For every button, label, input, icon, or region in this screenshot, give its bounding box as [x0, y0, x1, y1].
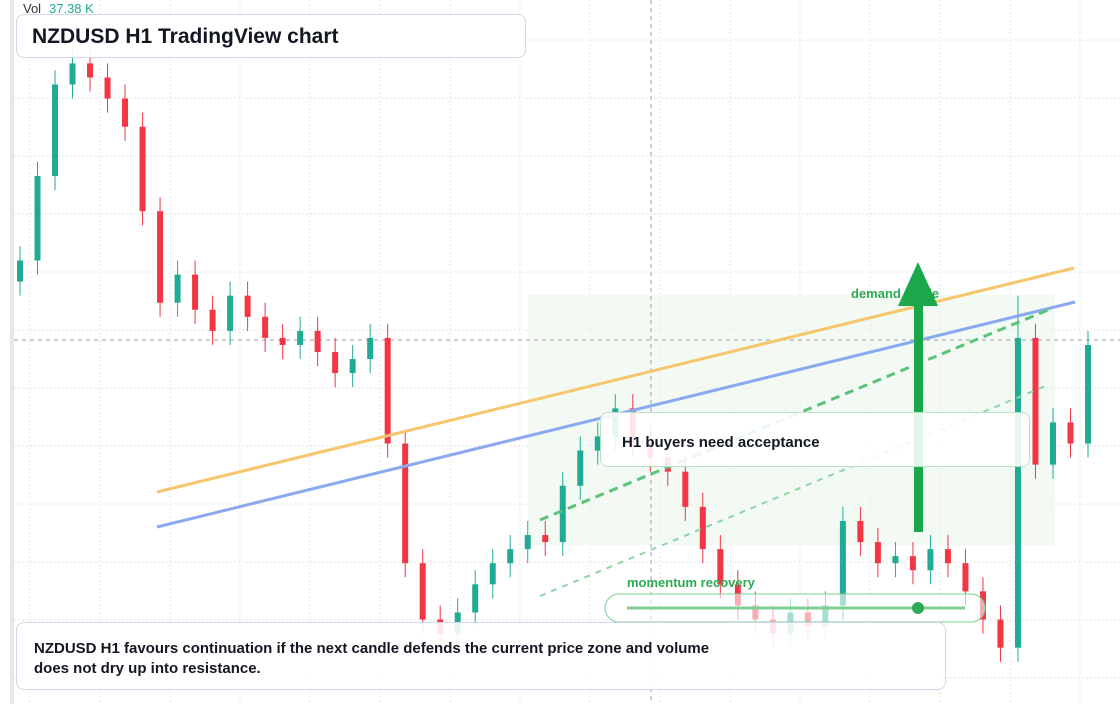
candle-body [507, 549, 514, 564]
candle-body [962, 563, 969, 592]
candle-body [349, 359, 356, 374]
candle-body [419, 563, 426, 620]
title-box: NZDUSD H1 TradingView chart [16, 14, 526, 58]
candle-body [909, 556, 916, 571]
candle-body [1049, 422, 1056, 465]
candle-body [1085, 344, 1091, 444]
candle-body [139, 126, 146, 212]
candle-body [594, 436, 601, 451]
candle-body [577, 450, 584, 486]
footnote-box: NZDUSD H1 favours continuation if the ne… [16, 622, 946, 690]
candle-body [227, 295, 234, 331]
candle-body [367, 337, 374, 360]
candle-body [997, 619, 1004, 648]
candle-body [52, 84, 59, 176]
candle-body [402, 443, 409, 564]
volume-label: Vol [23, 1, 42, 16]
candle-body [192, 274, 199, 310]
candle-body [559, 485, 566, 543]
candle-body [944, 549, 951, 564]
candle-body [17, 260, 23, 282]
candle-body [682, 471, 689, 507]
candle-body [69, 63, 76, 85]
candle-body [122, 98, 129, 127]
candle-body [104, 77, 111, 99]
candle-body [489, 563, 496, 585]
candle-body [209, 309, 216, 331]
annotation-box: H1 buyers need acceptance [600, 412, 1030, 467]
candle-body [314, 330, 321, 352]
annotation-momentum: momentum recovery [627, 575, 756, 590]
candle-body [87, 63, 94, 78]
candle-body [472, 584, 479, 613]
candle-body [244, 295, 251, 317]
candle-body [1032, 337, 1039, 465]
footnote: NZDUSD H1 favours continuation if the ne… [34, 640, 710, 677]
candle-body [279, 337, 286, 345]
candle-body [34, 176, 41, 261]
candle-body [857, 520, 864, 543]
candle-body [699, 506, 706, 550]
candle-body [1067, 422, 1074, 444]
candle-body [874, 542, 881, 564]
candle-body [542, 535, 549, 543]
annotation-acceptance: H1 buyers need acceptance [622, 434, 820, 451]
candle-body [839, 520, 846, 606]
candle-body [1014, 337, 1021, 648]
candle-body [297, 330, 304, 345]
candle-body [157, 211, 164, 303]
candle-body [174, 274, 181, 303]
candle-body [262, 316, 269, 338]
candle-body [384, 337, 391, 444]
arrow-head [898, 262, 938, 306]
candle-body [332, 352, 339, 374]
momentum-dot [912, 602, 924, 614]
candle-body [717, 549, 724, 585]
candle-body [892, 556, 899, 564]
volume-value: 37.38 K [49, 1, 94, 16]
candle-body [524, 535, 531, 550]
candle-body [927, 549, 934, 571]
title: NZDUSD H1 TradingView chart [32, 25, 339, 48]
